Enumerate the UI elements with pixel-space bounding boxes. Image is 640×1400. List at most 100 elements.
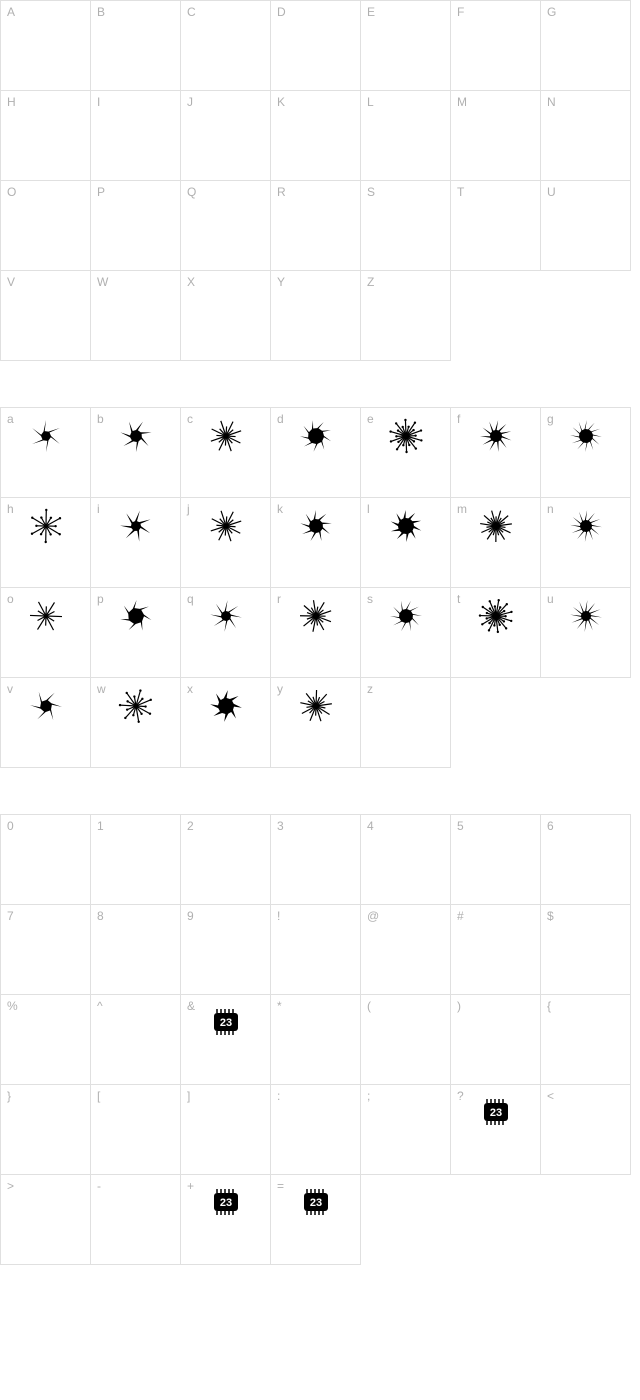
star-h-icon xyxy=(28,508,64,544)
char-label: g xyxy=(547,412,554,426)
char-label: q xyxy=(187,592,194,606)
char-label: W xyxy=(97,275,108,289)
char-label: ^ xyxy=(97,999,103,1013)
char-label: 0 xyxy=(7,819,14,833)
star-j-icon xyxy=(208,508,244,544)
char-label: h xyxy=(7,502,14,516)
char-label: G xyxy=(547,5,556,19)
chip-23-icon: 23 xyxy=(208,1185,244,1221)
char-label: : xyxy=(277,1089,280,1103)
svg-text:23: 23 xyxy=(489,1107,501,1119)
char-label: O xyxy=(7,185,16,199)
star-m-icon xyxy=(478,508,514,544)
char-cell: f xyxy=(451,408,541,498)
char-label: x xyxy=(187,682,193,696)
char-cell: 9 xyxy=(181,905,271,995)
char-cell: Q xyxy=(181,181,271,271)
char-cell: { xyxy=(541,995,631,1085)
char-cell: ] xyxy=(181,1085,271,1175)
star-w-icon xyxy=(118,688,154,724)
star-t-icon xyxy=(478,598,514,634)
char-cell: M xyxy=(451,91,541,181)
char-cell: i xyxy=(91,498,181,588)
char-label: < xyxy=(547,1089,554,1103)
char-cell: X xyxy=(181,271,271,361)
char-cell: N xyxy=(541,91,631,181)
char-label: f xyxy=(457,412,460,426)
char-cell: 6 xyxy=(541,815,631,905)
char-label: C xyxy=(187,5,196,19)
section-symbols: 0123456789!@#$%^& 23 *(){}[]:;? 23 <>-+ xyxy=(0,814,631,1265)
char-cell: H xyxy=(1,91,91,181)
char-cell: P xyxy=(91,181,181,271)
char-cell: Z xyxy=(361,271,451,361)
char-cell: : xyxy=(271,1085,361,1175)
char-label: Z xyxy=(367,275,374,289)
char-label: 8 xyxy=(97,909,104,923)
char-label: X xyxy=(187,275,195,289)
char-label: I xyxy=(97,95,100,109)
char-label: Q xyxy=(187,185,196,199)
character-map: ABCDEFGHIJKLMNOPQRSTUVWXYZabcdefghijklmn… xyxy=(0,0,640,1265)
char-label: o xyxy=(7,592,14,606)
char-label: [ xyxy=(97,1089,100,1103)
char-cell: k xyxy=(271,498,361,588)
char-cell: n xyxy=(541,498,631,588)
char-cell: B xyxy=(91,1,181,91)
char-label: l xyxy=(367,502,370,516)
char-cell: y xyxy=(271,678,361,768)
char-label: y xyxy=(277,682,283,696)
char-cell: 7 xyxy=(1,905,91,995)
star-k-icon xyxy=(298,508,334,544)
char-label: ? xyxy=(457,1089,464,1103)
char-label: a xyxy=(7,412,14,426)
char-cell: % xyxy=(1,995,91,1085)
char-cell: 3 xyxy=(271,815,361,905)
char-cell: j xyxy=(181,498,271,588)
char-label: 9 xyxy=(187,909,194,923)
char-label: j xyxy=(187,502,190,516)
char-cell: 8 xyxy=(91,905,181,995)
char-cell: Y xyxy=(271,271,361,361)
char-label: E xyxy=(367,5,375,19)
char-label: m xyxy=(457,502,467,516)
char-cell: W xyxy=(91,271,181,361)
char-cell: $ xyxy=(541,905,631,995)
char-label: ; xyxy=(367,1089,370,1103)
char-label: P xyxy=(97,185,105,199)
char-cell: C xyxy=(181,1,271,91)
chip-23-icon: 23 xyxy=(208,1005,244,1041)
char-cell: z xyxy=(361,678,451,768)
char-cell: ; xyxy=(361,1085,451,1175)
char-cell: d xyxy=(271,408,361,498)
char-cell: V xyxy=(1,271,91,361)
char-label: N xyxy=(547,95,556,109)
char-label: > xyxy=(7,1179,14,1193)
char-cell: c xyxy=(181,408,271,498)
star-y-icon xyxy=(298,688,334,724)
char-cell: * xyxy=(271,995,361,1085)
star-n-icon xyxy=(568,508,604,544)
char-label: 5 xyxy=(457,819,464,833)
char-cell: [ xyxy=(91,1085,181,1175)
char-cell: a xyxy=(1,408,91,498)
char-label: F xyxy=(457,5,464,19)
star-c-icon xyxy=(208,418,244,454)
char-cell: s xyxy=(361,588,451,678)
star-e-icon xyxy=(388,418,424,454)
svg-text:23: 23 xyxy=(219,1197,231,1209)
char-cell: l xyxy=(361,498,451,588)
star-l-icon xyxy=(388,508,424,544)
char-cell: u xyxy=(541,588,631,678)
star-u-icon xyxy=(568,598,604,634)
char-label: S xyxy=(367,185,375,199)
char-cell: & 23 xyxy=(181,995,271,1085)
char-cell: < xyxy=(541,1085,631,1175)
char-label: 3 xyxy=(277,819,284,833)
char-label: + xyxy=(187,1179,194,1193)
star-a-icon xyxy=(28,418,64,454)
char-label: c xyxy=(187,412,193,426)
char-label: A xyxy=(7,5,15,19)
char-label: % xyxy=(7,999,18,1013)
star-x-icon xyxy=(208,688,244,724)
